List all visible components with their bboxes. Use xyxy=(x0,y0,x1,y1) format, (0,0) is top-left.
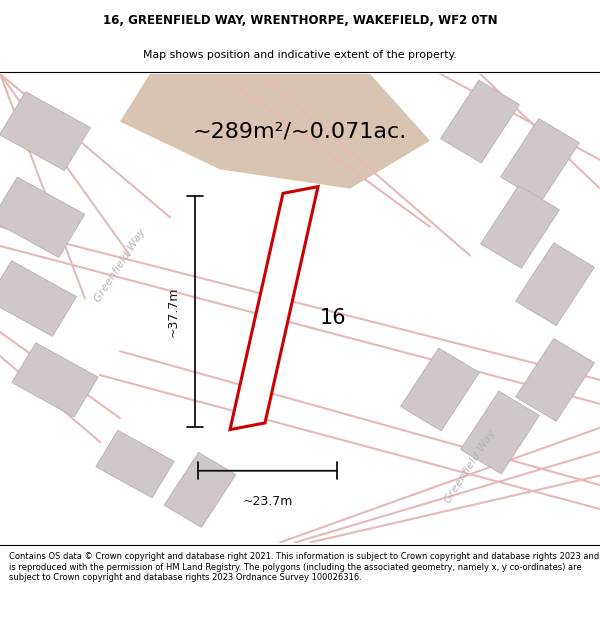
Polygon shape xyxy=(120,74,430,189)
Polygon shape xyxy=(230,187,318,429)
Bar xyxy=(164,452,236,528)
Bar xyxy=(0,261,76,336)
Text: ~23.7m: ~23.7m xyxy=(242,495,293,508)
Text: ~37.7m: ~37.7m xyxy=(167,286,179,337)
Text: ~289m²/~0.071ac.: ~289m²/~0.071ac. xyxy=(193,121,407,141)
Text: Greenfield Way: Greenfield Way xyxy=(92,226,148,304)
Bar xyxy=(515,243,595,326)
Text: 16, GREENFIELD WAY, WRENTHORPE, WAKEFIELD, WF2 0TN: 16, GREENFIELD WAY, WRENTHORPE, WAKEFIEL… xyxy=(103,14,497,27)
Bar xyxy=(515,339,595,421)
Bar xyxy=(0,92,91,171)
Bar xyxy=(401,348,479,431)
Text: Contains OS data © Crown copyright and database right 2021. This information is : Contains OS data © Crown copyright and d… xyxy=(9,552,599,582)
Bar xyxy=(440,80,520,163)
Text: 16: 16 xyxy=(320,308,347,328)
Text: Greenfield Way: Greenfield Way xyxy=(443,428,497,504)
Bar xyxy=(0,177,85,258)
Text: Map shows position and indicative extent of the property.: Map shows position and indicative extent… xyxy=(143,49,457,59)
Bar xyxy=(481,186,559,268)
Bar xyxy=(461,391,539,474)
Bar xyxy=(12,342,98,417)
Bar xyxy=(500,119,580,201)
Bar xyxy=(96,430,174,498)
